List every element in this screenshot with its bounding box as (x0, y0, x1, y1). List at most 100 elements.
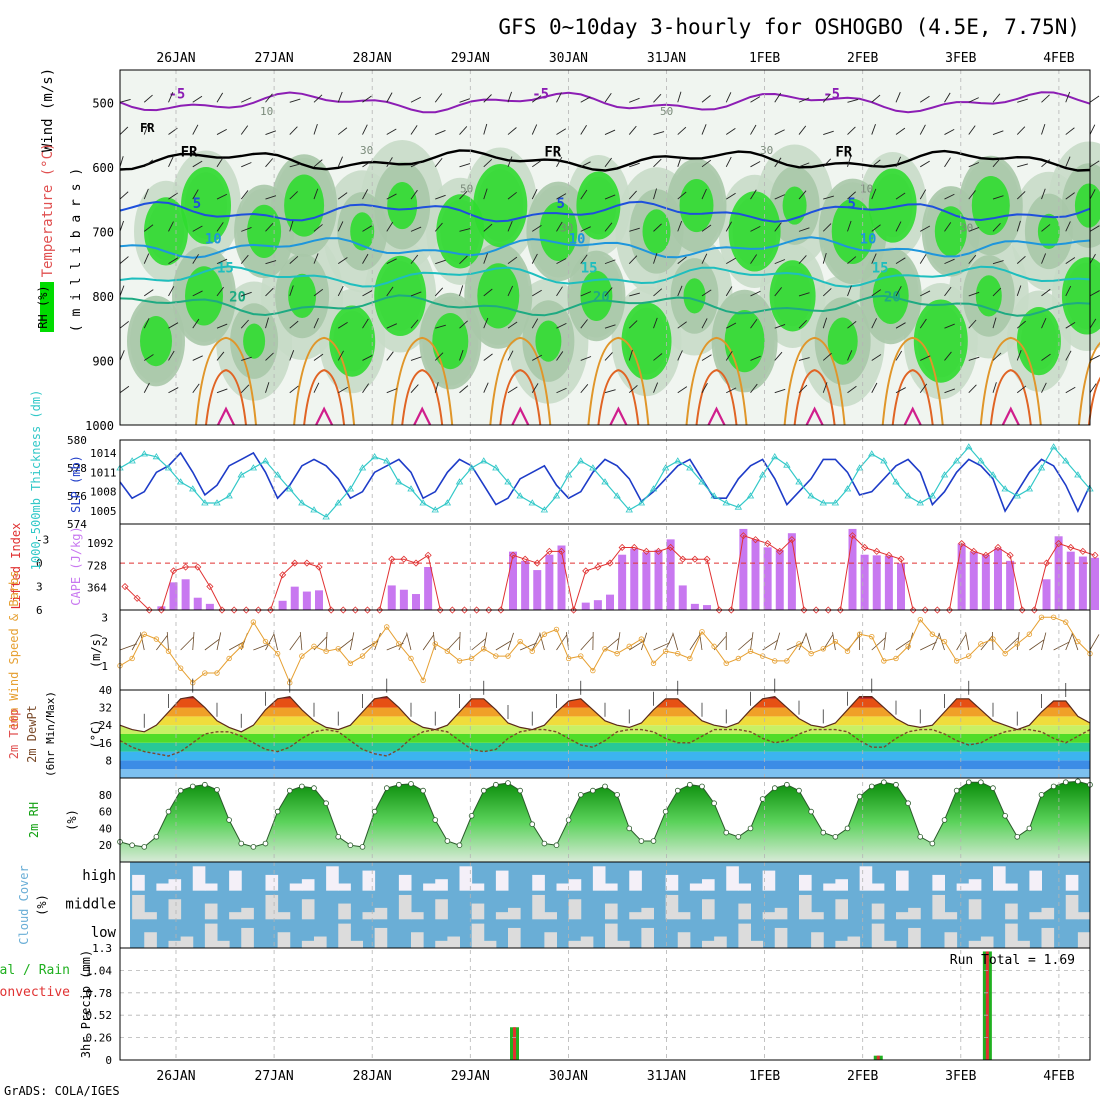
wind-barb (604, 222, 613, 232)
cloud-cell (289, 883, 303, 891)
cloud-cell (362, 912, 376, 920)
thickness-marker (868, 450, 876, 457)
wind-barb (822, 252, 827, 264)
wind-barb (362, 95, 372, 103)
wind-barb (337, 350, 344, 361)
cape-bar (703, 605, 711, 610)
rh-shade-blob (181, 166, 231, 245)
li-marker (630, 543, 638, 552)
rh2m-marker (250, 844, 257, 850)
date-label-bottom: 28JAN (353, 1069, 392, 1084)
cape-bar (751, 539, 760, 610)
wind-barb (653, 253, 658, 264)
wind-barb (362, 290, 373, 297)
li-marker (933, 606, 941, 614)
wind-barb (1016, 350, 1022, 361)
cloud-cell (204, 883, 218, 891)
wind-barb (920, 95, 930, 103)
cloud-cell (629, 912, 642, 920)
wind10-marker (541, 631, 548, 637)
date-label-top: 27JAN (255, 51, 294, 66)
wind10-barb (1089, 634, 1100, 651)
slp-tick-label: 1005 (90, 505, 117, 518)
wind-barb (822, 93, 831, 103)
thickness-tick-label: 574 (67, 518, 87, 531)
li-marker (339, 606, 347, 614)
wind-barb (386, 221, 394, 232)
cape-bar (897, 563, 905, 610)
slp-tick-label: 1011 (90, 466, 117, 479)
wind10-marker (869, 633, 875, 640)
cape-bar (969, 551, 978, 610)
cape-bar (193, 597, 202, 610)
thickness-marker (758, 471, 767, 478)
isotherm-label: FR (544, 144, 561, 160)
wind-barb (313, 94, 323, 103)
wind-barb (580, 356, 592, 361)
cloud-cell (605, 883, 618, 891)
thickness-marker (528, 499, 536, 506)
cloud-cell (168, 940, 182, 948)
wind10-barb (762, 639, 778, 651)
wind-barb (240, 384, 250, 394)
thickness-marker (516, 492, 524, 499)
cloud-cell (265, 894, 279, 920)
wind-barb (265, 93, 273, 103)
thickness-marker (940, 471, 949, 478)
li-marker (133, 594, 141, 602)
thickness-marker (419, 499, 427, 506)
cloud-cell (835, 940, 848, 948)
wind10-units-label: (m/s) (89, 632, 103, 668)
cloud-cell (338, 883, 351, 891)
wind-barb (823, 130, 834, 135)
wind-barb (556, 128, 567, 135)
rh-shade-blob (140, 315, 172, 367)
cloud-cell (277, 932, 291, 948)
wind-barb (362, 160, 372, 168)
wind-barb (725, 350, 733, 361)
cloud-cell (1065, 874, 1079, 891)
thickness-marker (189, 485, 197, 492)
wind-barb (459, 385, 469, 394)
wind10-tick-label: 2 (101, 636, 108, 649)
panel-wind10m: 1 2 3 (101, 611, 1100, 686)
cloud-cell (811, 932, 824, 948)
pressure-tick-label: 800 (92, 290, 114, 304)
axis-labels: 26JAN 26JAN 27JAN 27JAN 28JAN 28JAN 29JAN 29JAN… (0, 51, 1075, 1084)
wind-barb (1089, 253, 1096, 264)
cloud-cell (447, 936, 460, 948)
rh2m-marker (784, 781, 790, 788)
cape-bar (581, 602, 590, 610)
wind-barb (216, 286, 224, 297)
wind10-marker (226, 655, 232, 662)
wind-barb (192, 124, 199, 135)
wind10-barb (447, 636, 460, 651)
wind-barb (313, 382, 320, 393)
cloud-cell (374, 927, 388, 948)
wind10-marker (844, 648, 851, 654)
warm-contour-core (315, 406, 334, 426)
rh2m-marker (1050, 783, 1057, 790)
cloud-cell (156, 883, 169, 891)
wind-barb (507, 321, 518, 329)
thickness-marker (771, 453, 779, 460)
cloud-cell (229, 870, 242, 891)
wind10-barb (672, 632, 679, 651)
cape-bar (981, 554, 990, 610)
wind-barb (992, 195, 1004, 200)
wind-barb (531, 124, 538, 135)
rh2m-marker (687, 781, 693, 788)
wind10-barb (166, 632, 169, 651)
wind-barb (774, 323, 786, 329)
warm-contour-inner (205, 369, 247, 426)
wind-barb (604, 352, 613, 361)
wind-barb (968, 162, 980, 168)
cape-bar (787, 533, 796, 610)
wind-barb (1065, 285, 1072, 297)
wind-barb (313, 188, 319, 200)
rh2m-marker (735, 833, 742, 840)
thickness-marker (407, 485, 415, 492)
wind10-marker (299, 653, 305, 659)
thickness-marker (880, 457, 888, 464)
slp-tick-label: 1008 (90, 486, 117, 499)
